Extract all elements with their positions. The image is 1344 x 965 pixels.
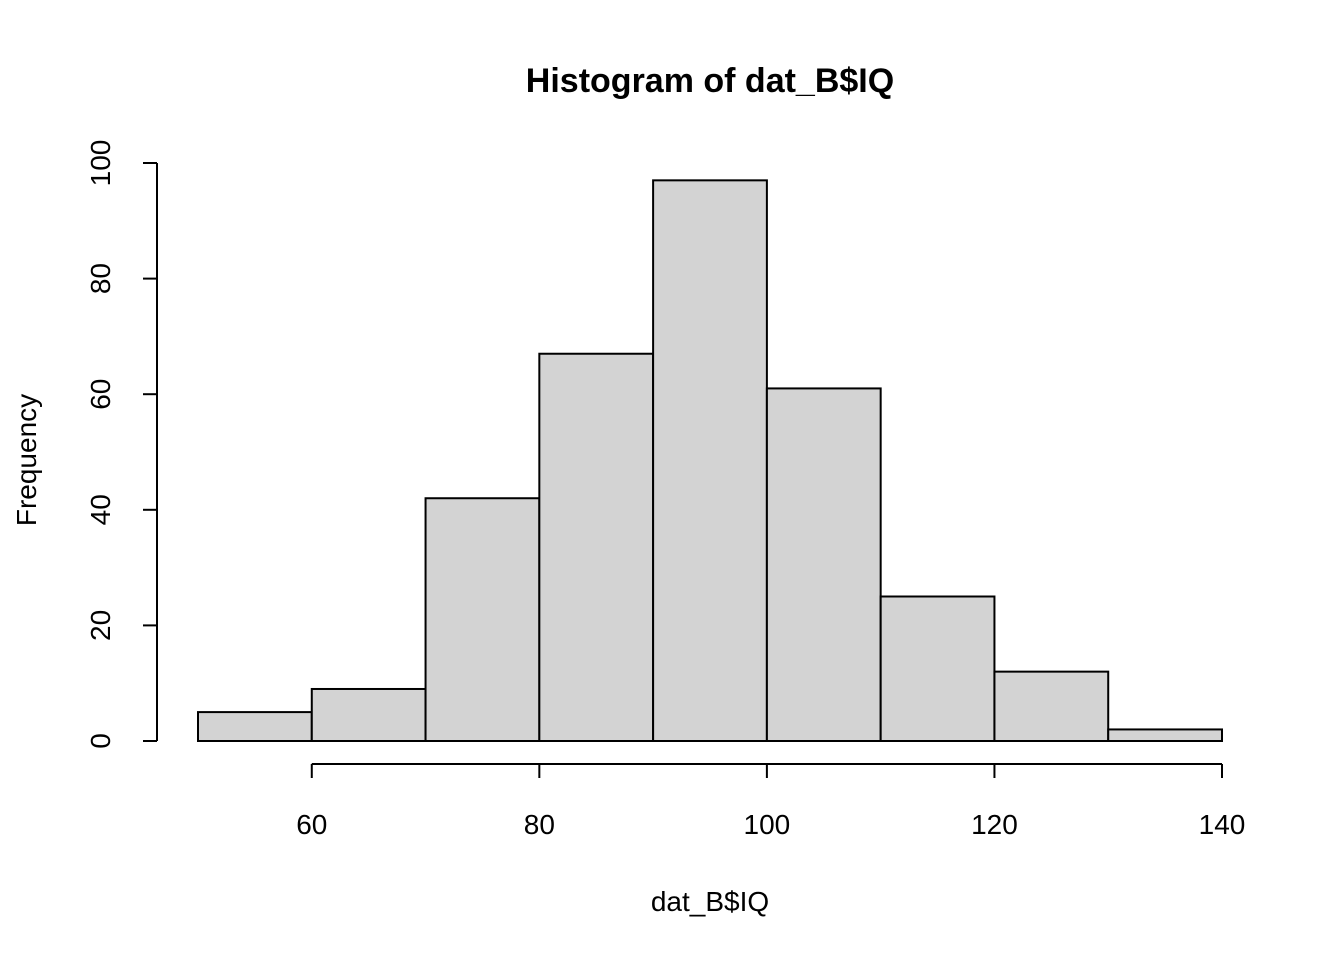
chart-title: Histogram of dat_B$IQ xyxy=(526,62,894,100)
x-tick-label-120: 120 xyxy=(971,809,1018,840)
x-tick-label-60: 60 xyxy=(296,809,327,840)
histogram-bar-5 xyxy=(765,387,882,742)
x-axis: 60 80 100 120 140 xyxy=(296,763,1246,840)
histogram-bar-4 xyxy=(652,179,768,742)
bars-group xyxy=(197,179,1223,743)
histogram-bar-2 xyxy=(424,497,541,742)
histogram-bar-8 xyxy=(1107,728,1223,743)
y-axis: 0 20 40 60 80 100 xyxy=(85,140,158,749)
histogram-bar-0 xyxy=(197,711,313,742)
y-tick-label-60: 60 xyxy=(85,379,116,410)
y-tick-label-80: 80 xyxy=(85,263,116,294)
histogram-bar-1 xyxy=(310,687,427,742)
y-tick-label-20: 20 xyxy=(85,610,116,641)
y-tick-label-0: 0 xyxy=(85,733,116,749)
y-tick-label-40: 40 xyxy=(85,494,116,525)
x-tick-label-140: 140 xyxy=(1199,809,1246,840)
histogram-bar-7 xyxy=(993,670,1110,743)
y-tick-label-100: 100 xyxy=(85,140,116,187)
histogram-bar-3 xyxy=(538,352,655,742)
y-axis-label: Frequency xyxy=(11,394,42,526)
x-tick-label-100: 100 xyxy=(744,809,791,840)
histogram-bar-6 xyxy=(879,595,996,742)
x-axis-label: dat_B$IQ xyxy=(651,886,769,917)
x-tick-label-80: 80 xyxy=(524,809,555,840)
